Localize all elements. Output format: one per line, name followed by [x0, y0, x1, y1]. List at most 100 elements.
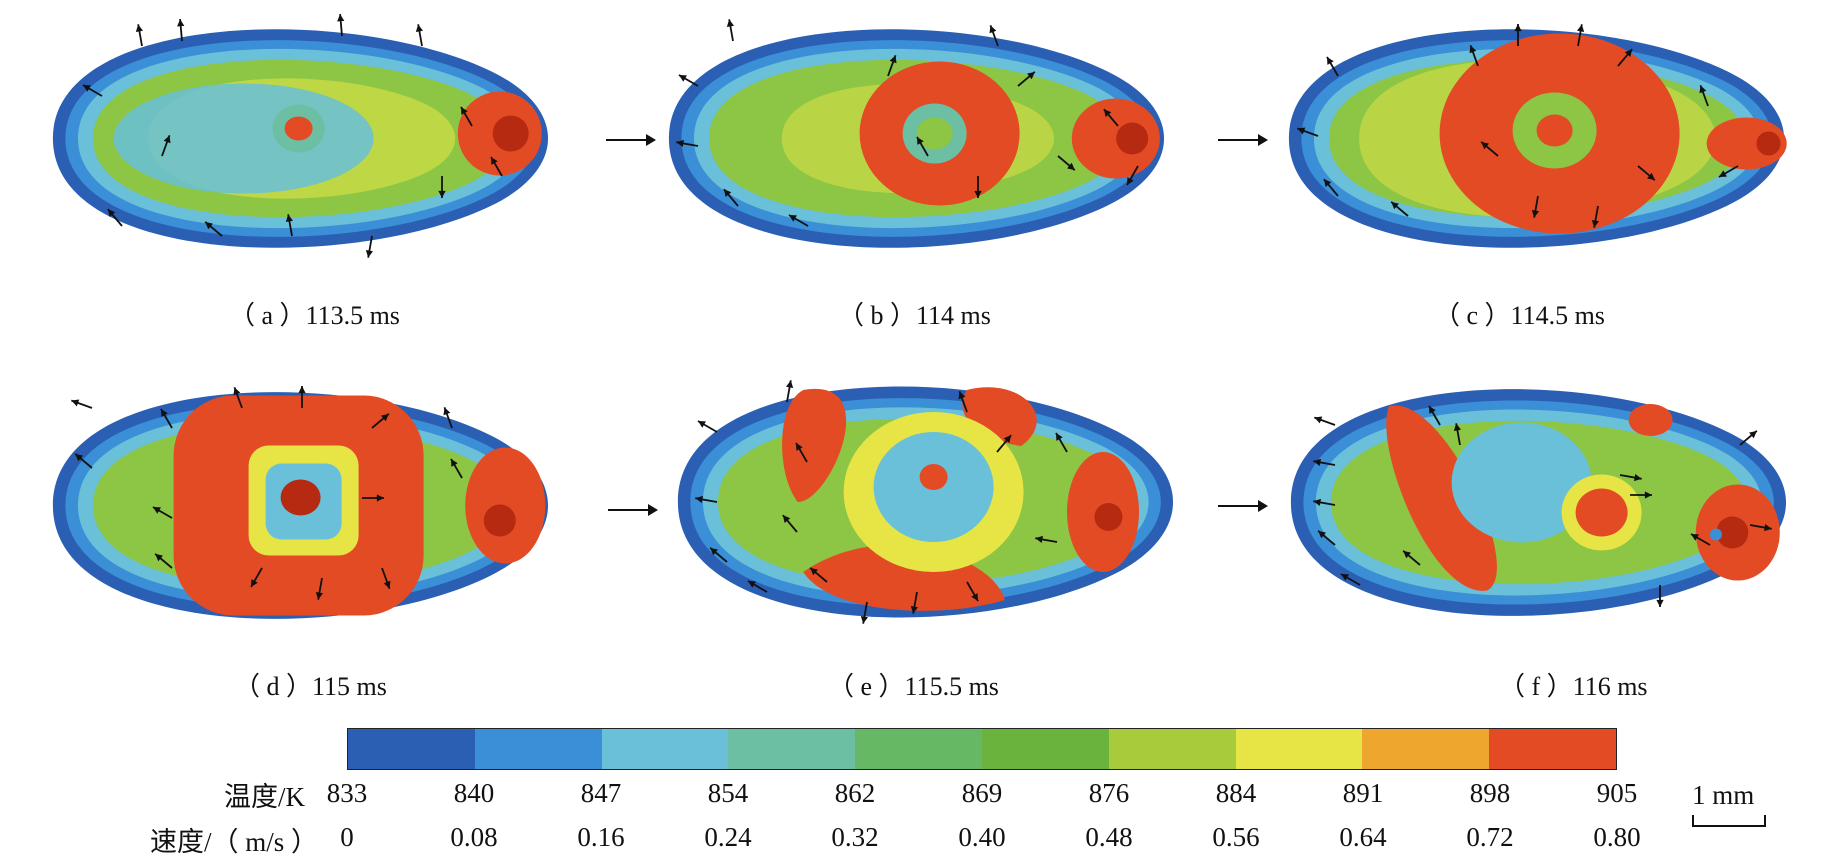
- velocity-vector-icon: [723, 188, 739, 207]
- tick-label: 0.64: [1339, 822, 1387, 852]
- velocity-vector-icon: [695, 495, 718, 503]
- velocity-vector-icon: [887, 55, 897, 77]
- velocity-vector-icon: [1656, 585, 1664, 607]
- velocity-vector-icon: [381, 567, 391, 589]
- tick-label: 847: [580, 778, 622, 808]
- velocity-vector-icon: [1453, 423, 1461, 446]
- velocity-vector-icon: [1619, 474, 1642, 482]
- tick-label: 0.40: [958, 822, 1006, 852]
- velocity-vector-icon: [204, 221, 223, 237]
- legend-swatch: [1108, 729, 1236, 769]
- velocity-vector-icon: [697, 420, 718, 433]
- velocity-vector-icon: [1514, 24, 1522, 46]
- velocity-vector-icon: [1699, 85, 1709, 107]
- tick-label: 0.16: [577, 822, 625, 852]
- velocity-vector-icon: [958, 391, 968, 413]
- velocity-vector-icon: [1323, 178, 1339, 197]
- panel-c: [1278, 6, 1823, 271]
- velocity-vector-icon: [152, 506, 173, 519]
- velocity-vector-icon: [782, 514, 798, 533]
- velocity-vector-icon: [490, 156, 503, 177]
- tick-label: 0.32: [831, 822, 879, 852]
- velocity-vector-icon: [1402, 550, 1421, 566]
- velocity-vector-icon: [678, 74, 699, 87]
- velocity-vector-icon: [1314, 416, 1336, 426]
- legend-swatch: [855, 729, 982, 769]
- tick-label: 884: [1215, 778, 1257, 808]
- arrow-b-to-c-icon: [1218, 134, 1268, 146]
- velocity-vector-icon: [160, 408, 173, 429]
- velocity-vector-icon: [285, 214, 293, 237]
- caption-d: （ d ）115 ms: [234, 672, 387, 701]
- velocity-vector-icon: [916, 136, 929, 157]
- temperature-label: 温度/K: [224, 782, 305, 812]
- velocity-vector-icon: [250, 567, 263, 588]
- velocity-vector-icon: [996, 434, 1012, 453]
- velocity-vector-icon: [860, 601, 868, 624]
- legend-swatch: [1362, 729, 1490, 769]
- velocity-vector-icon: [788, 214, 809, 227]
- velocity-vector-icon: [1055, 432, 1068, 453]
- arrow-e-to-f-icon: [1218, 500, 1268, 512]
- legend-swatch: [728, 729, 856, 769]
- velocity-vector-icon: [415, 24, 423, 47]
- arrow-d-to-e-icon: [608, 504, 658, 516]
- velocity-vector-icon: [74, 453, 93, 469]
- velocity-vector-icon: [1577, 24, 1585, 47]
- velocity-vector-icon: [1637, 165, 1656, 181]
- panel-e: [667, 362, 1212, 642]
- caption-b: （ b ）114 ms: [838, 301, 991, 330]
- velocity-vector-icon: [460, 106, 473, 127]
- tick-label: 862: [834, 778, 876, 808]
- velocity-vector-icon: [233, 387, 243, 409]
- arrow-a-to-b-icon: [606, 134, 656, 146]
- velocity-vector-icon: [1531, 195, 1539, 218]
- velocity-vector-icon: [82, 84, 103, 97]
- tick-label: 905: [1596, 778, 1638, 808]
- tick-label: 0.48: [1085, 822, 1133, 852]
- legend-swatch: [601, 729, 729, 769]
- tick-label: 891: [1342, 778, 1384, 808]
- caption-e: （ e ）115.5 ms: [828, 672, 999, 701]
- tick-label: 876: [1088, 778, 1130, 808]
- color-scale-bar: [347, 728, 1617, 770]
- velocity-vector-icon: [1390, 201, 1409, 217]
- velocity-vector-icon: [786, 380, 794, 403]
- tick-label: 0.56: [1212, 822, 1260, 852]
- velocity-vector-icon: [1297, 127, 1319, 137]
- velocity-vector-icon: [709, 547, 728, 563]
- velocity-vector-icon: [1035, 535, 1058, 543]
- velocity-vector-icon: [1313, 458, 1336, 466]
- velocity-vector-icon: [438, 176, 446, 198]
- panel-a: [42, 6, 587, 271]
- velocity-vector-icon: [1739, 430, 1758, 446]
- tick-label: 0.24: [704, 822, 752, 852]
- velocity-label: 速度/（ m/s ）: [150, 827, 319, 857]
- velocity-vector-icon: [1718, 165, 1739, 178]
- legend-swatch: [1235, 729, 1363, 769]
- tick-label: 869: [961, 778, 1003, 808]
- velocity-vector-icon: [1317, 530, 1336, 546]
- velocity-vector-icon: [795, 442, 808, 463]
- velocity-vector-icon: [154, 553, 173, 569]
- legend-swatch: [1489, 729, 1616, 769]
- caption-c: （ c ）114.5 ms: [1434, 301, 1605, 330]
- tick-label: 898: [1469, 778, 1511, 808]
- panel-d: [42, 368, 587, 643]
- velocity-vector-icon: [1591, 205, 1599, 228]
- velocity-vector-icon: [966, 581, 979, 602]
- velocity-vector-icon: [365, 235, 373, 258]
- legend-swatch: [474, 729, 602, 769]
- velocity-vector-icon: [809, 567, 828, 583]
- panel-b: [658, 6, 1203, 271]
- velocity-vector-icon: [910, 591, 918, 614]
- tick-label: 833: [326, 778, 368, 808]
- tick-label: 0.72: [1466, 822, 1514, 852]
- velocity-vector-icon: [362, 494, 384, 502]
- velocity-vector-icon: [726, 19, 734, 42]
- scale-bar-label: 1 mm: [1692, 780, 1755, 810]
- tick-label: 854: [707, 778, 749, 808]
- velocity-vector-icon: [747, 580, 768, 593]
- velocity-vector-icon: [1326, 56, 1339, 77]
- velocity-vector-icon: [1313, 498, 1336, 506]
